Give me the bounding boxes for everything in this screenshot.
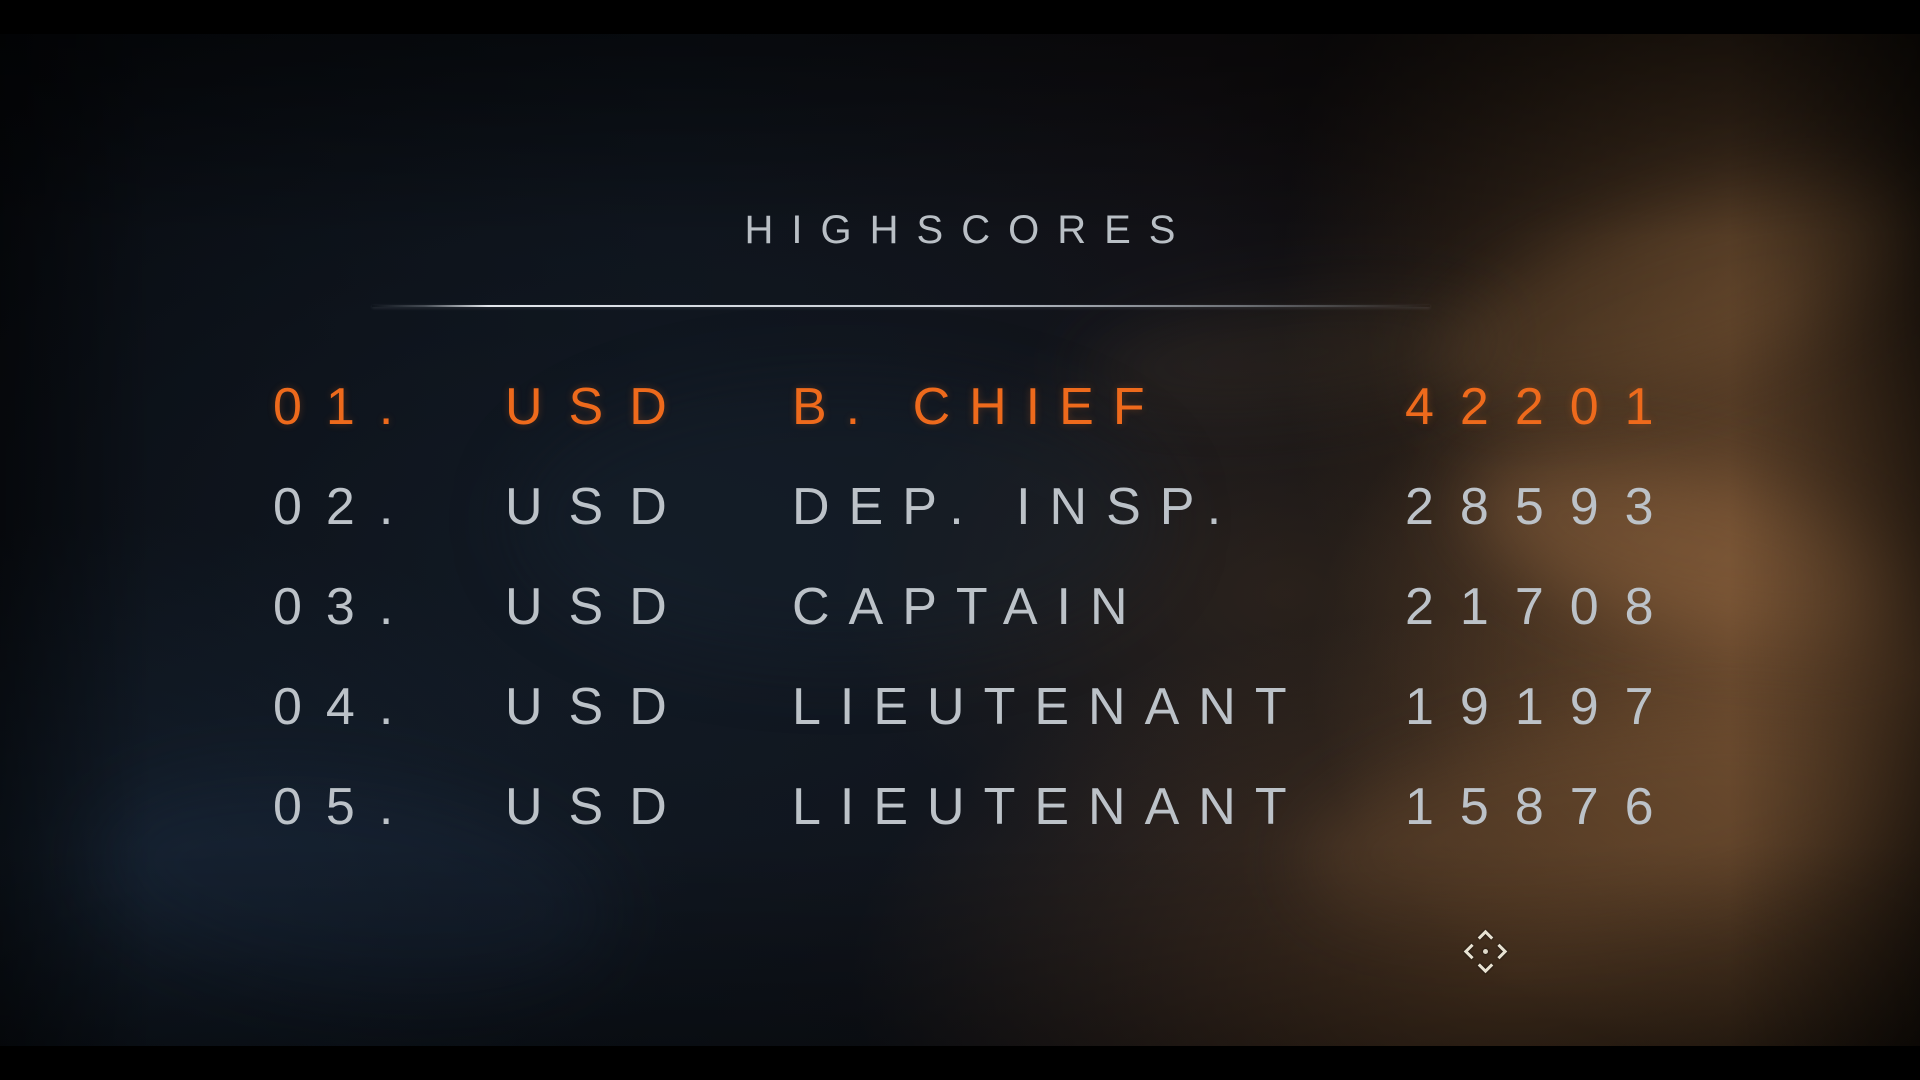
highscore-row: 03. USD CAPTAIN 21708 [0,579,1920,635]
tag-cell: USD [505,578,693,636]
name-cell: LIEUTENANT [792,678,1306,736]
score-cell: 42201 [1405,378,1680,436]
chevron-right-icon [1491,943,1508,960]
rank-cell: 01. [273,378,418,436]
highscore-row: 02. USD DEP. INSP. 28593 [0,479,1920,535]
score-cell: 15876 [1405,778,1680,836]
highscore-row: 04. USD LIEUTENANT 19197 [0,679,1920,735]
rank-cell: 02. [273,478,418,536]
name-cell: B. CHIEF [792,378,1164,436]
tag-cell: USD [505,378,693,436]
cursor-center-dot [1483,949,1488,954]
chevron-down-icon [1477,957,1494,974]
rank-cell: 04. [273,678,418,736]
move-cursor-icon [1463,929,1509,975]
name-cell: DEP. INSP. [792,478,1241,536]
tag-cell: USD [505,478,693,536]
name-cell: CAPTAIN [792,578,1147,636]
page-title: HIGHSCORES [744,208,1194,252]
score-cell: 21708 [1405,578,1680,636]
letterbox-top [0,0,1920,34]
tag-cell: USD [505,678,693,736]
score-cell: 19197 [1405,678,1680,736]
tag-cell: USD [505,778,693,836]
chevron-left-icon [1463,943,1480,960]
title-divider [372,305,1430,307]
rank-cell: 03. [273,578,418,636]
name-cell: LIEUTENANT [792,778,1306,836]
score-cell: 28593 [1405,478,1680,536]
letterbox-bottom [0,1046,1920,1080]
rank-cell: 05. [273,778,418,836]
highscore-row: 01. USD B. CHIEF 42201 [0,379,1920,435]
highscore-row: 05. USD LIEUTENANT 15876 [0,779,1920,835]
chevron-up-icon [1477,929,1494,946]
